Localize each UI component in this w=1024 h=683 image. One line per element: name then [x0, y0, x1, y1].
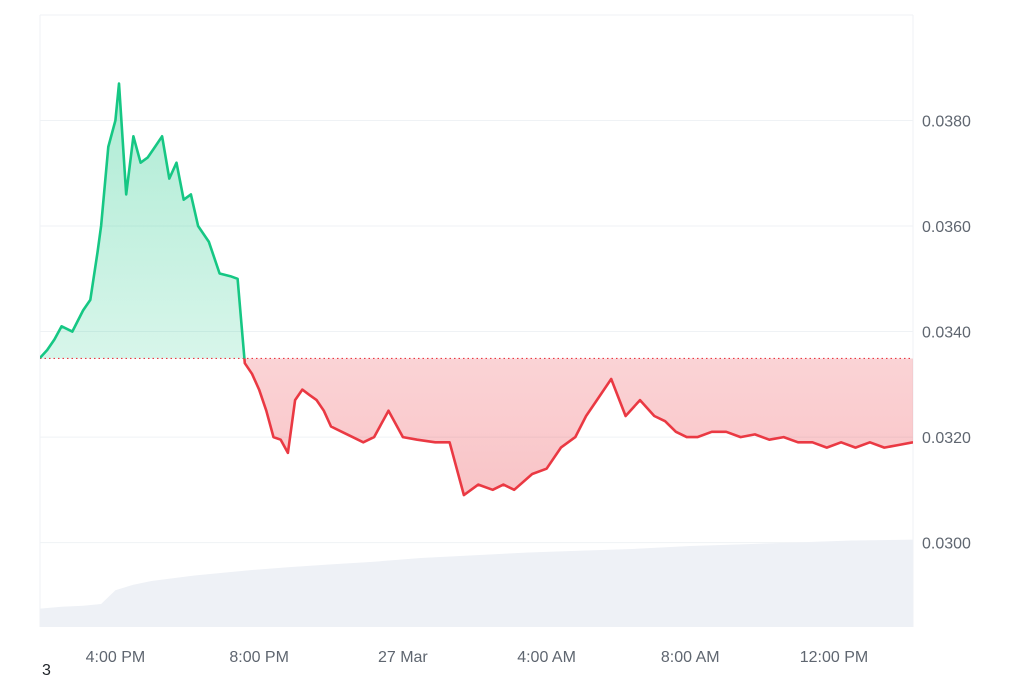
fill-above-baseline — [40, 83, 245, 359]
fill-below-baseline — [40, 358, 913, 496]
x-tick-label: 8:00 PM — [229, 649, 289, 666]
price-fill — [40, 83, 913, 496]
y-tick-label: 0.0340 — [922, 325, 971, 342]
y-tick-label: 0.0320 — [922, 430, 971, 447]
y-tick-label: 0.0360 — [922, 219, 971, 236]
volume-shape — [40, 539, 913, 627]
x-axis-labels: 4:00 PM 8:00 PM 27 Mar 4:00 AM 8:00 AM 12:00 … — [86, 649, 869, 666]
x-tick-label: 27 Mar — [378, 649, 428, 666]
price-line-down — [40, 358, 913, 497]
corner-note: 3 — [42, 662, 51, 679]
x-tick-label: 8:00 AM — [661, 649, 720, 666]
x-tick-label: 12:00 PM — [800, 649, 868, 666]
y-axis-labels: 0.0300 0.0320 0.0340 0.0360 0.0380 — [922, 114, 971, 553]
volume-area — [40, 539, 913, 627]
price-line — [40, 82, 913, 497]
y-tick-label: 0.0300 — [922, 536, 971, 553]
y-tick-label: 0.0380 — [922, 114, 971, 131]
x-tick-label: 4:00 PM — [86, 649, 146, 666]
x-tick-label: 4:00 AM — [517, 649, 576, 666]
price-line-up — [40, 82, 246, 359]
